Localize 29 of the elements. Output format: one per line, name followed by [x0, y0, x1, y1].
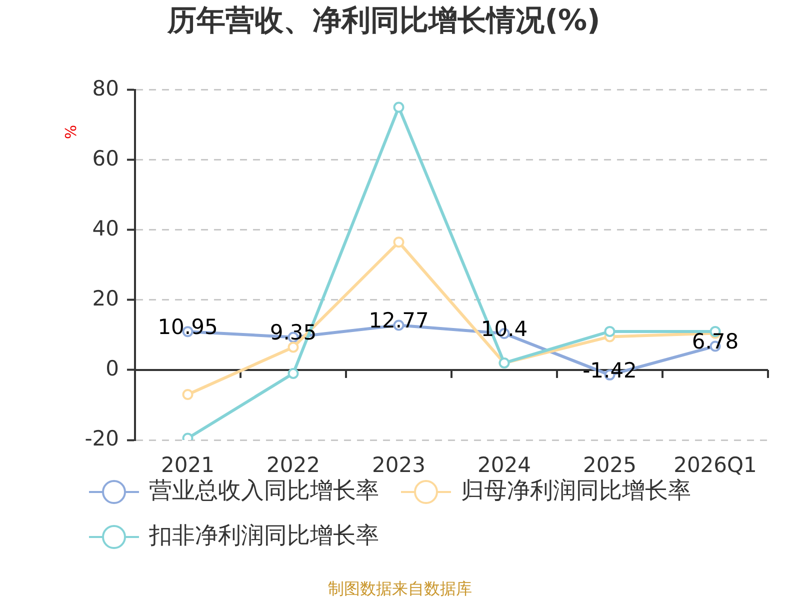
- x-tick-label: 2021: [161, 453, 214, 478]
- x-tick-label: 2023: [372, 453, 426, 478]
- data-label: 9.35: [270, 320, 317, 345]
- legend-label: 营业总收入同比增长率: [149, 478, 379, 504]
- data-label: 10.4: [480, 316, 528, 341]
- x-tick-label: 2025: [583, 453, 636, 478]
- y-tick-label: 60: [92, 146, 119, 170]
- data-label: 6.78: [692, 330, 739, 354]
- y-tick-label: 80: [92, 76, 119, 100]
- x-tick-label: 2026Q1: [674, 453, 757, 478]
- chart-title: 历年营收、净利同比增长情况(%): [166, 2, 600, 37]
- y-tick-label: 20: [92, 286, 119, 310]
- point: [288, 368, 299, 379]
- y-tick-label: -20: [84, 426, 119, 450]
- x-tick-label: 2024: [478, 453, 531, 478]
- y-tick-label: 40: [92, 216, 119, 240]
- point: [288, 342, 299, 353]
- legend-label: 扣非净利润同比增长率: [148, 522, 379, 549]
- legend-label: 归母净利润同比增长率: [461, 478, 691, 504]
- x-tick-label: 2022: [266, 453, 320, 478]
- point: [604, 326, 616, 337]
- text: 制图数据来自数据库: [328, 579, 472, 598]
- data-label: 12.77: [368, 308, 429, 333]
- point: [182, 388, 194, 400]
- data-label: 10.95: [158, 315, 218, 340]
- y-tick-label: 0: [106, 356, 119, 380]
- y-axis-title: %: [62, 124, 80, 140]
- point: [393, 236, 404, 248]
- point: [393, 102, 404, 113]
